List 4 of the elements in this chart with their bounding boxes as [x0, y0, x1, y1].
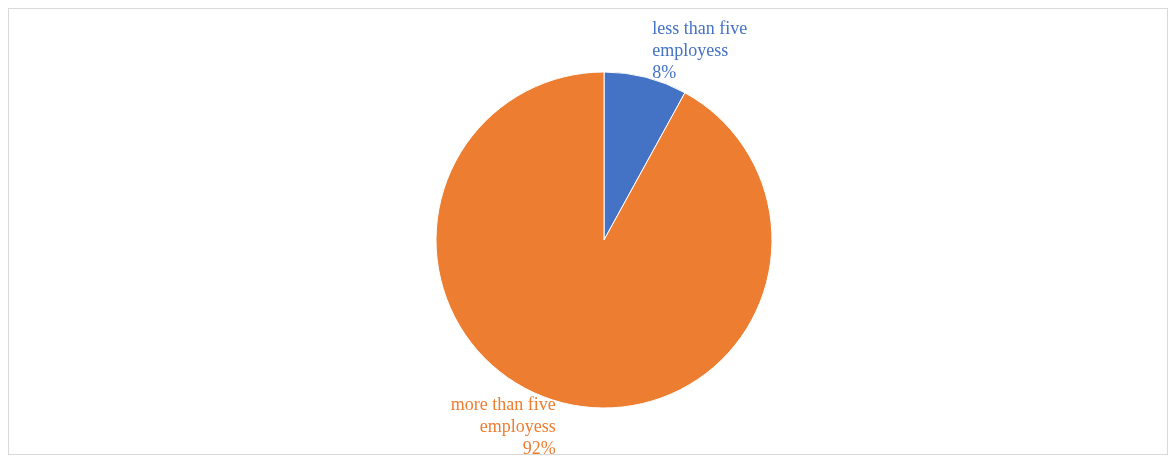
slice-label: more than five employess — [450, 394, 556, 437]
data-label: 92% — [522, 438, 556, 459]
slice-label: less than five employess — [652, 18, 748, 61]
data-label: 8% — [652, 62, 677, 83]
